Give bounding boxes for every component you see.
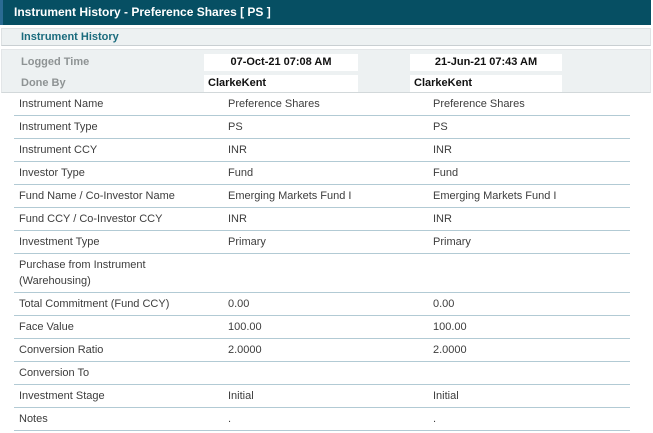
row-value-1: 0.00 (228, 298, 250, 310)
table-row: Notes . . (14, 408, 630, 431)
row-label: Conversion To (19, 367, 90, 379)
history-header-panel: Logged Time 07-Oct-21 07:08 AM 21-Jun-21… (1, 49, 651, 93)
row-label: Conversion Ratio (19, 344, 104, 356)
row-value-2: INR (433, 213, 452, 225)
done-by-row: Done By ClarkeKent ClarkeKent (2, 73, 650, 94)
row-value-2: Fund (433, 167, 459, 179)
row-label: Instrument CCY (19, 144, 98, 156)
table-row: Purchase from Instrument (Warehousing) (14, 254, 630, 293)
row-value-1: 100.00 (228, 321, 262, 333)
row-label: Investor Type (19, 167, 85, 179)
section-header: Instrument History (1, 28, 651, 46)
history-table: Instrument Name Preference Shares Prefer… (14, 93, 630, 431)
table-row: Instrument CCY INR INR (14, 139, 630, 162)
row-value-2: 2.0000 (433, 344, 467, 356)
table-row: Instrument Type PS PS (14, 116, 630, 139)
row-value-2: Preference Shares (433, 98, 525, 110)
row-value-2: . (433, 413, 437, 425)
done-by-label: Done By (21, 77, 66, 89)
row-value-1: Fund (228, 167, 254, 179)
row-label: Notes (19, 413, 48, 425)
row-value-2: 0.00 (433, 298, 455, 310)
table-row: Investor Type Fund Fund (14, 162, 630, 185)
row-value-1 (228, 362, 433, 384)
table-row: Instrument Name Preference Shares Prefer… (14, 93, 630, 116)
row-label: Investment Type (19, 236, 100, 248)
table-row: Fund CCY / Co-Investor CCY INR INR (14, 208, 630, 231)
row-label: Face Value (19, 321, 74, 333)
row-value-2: PS (433, 121, 448, 133)
row-value-1: Primary (228, 236, 266, 248)
row-label: Instrument Name (19, 98, 104, 110)
row-value-1: Emerging Markets Fund I (228, 190, 352, 202)
logged-time-value-2[interactable]: 21-Jun-21 07:43 AM (410, 54, 562, 71)
row-value-2: Initial (433, 390, 459, 402)
row-value-2: 100.00 (433, 321, 467, 333)
row-value-1: INR (228, 213, 247, 225)
done-by-value-2[interactable]: ClarkeKent (410, 75, 562, 92)
logged-time-row: Logged Time 07-Oct-21 07:08 AM 21-Jun-21… (2, 52, 650, 73)
row-value-2: Primary (433, 236, 471, 248)
row-label: Investment Stage (19, 390, 105, 402)
row-value-1: Initial (228, 390, 254, 402)
row-value-2 (433, 362, 630, 384)
row-label: Fund CCY / Co-Investor CCY (19, 213, 163, 225)
row-label: Purchase from Instrument (Warehousing) (19, 259, 146, 287)
table-row: Conversion Ratio 2.0000 2.0000 (14, 339, 630, 362)
logged-time-value-1[interactable]: 07-Oct-21 07:08 AM (204, 54, 358, 71)
table-row: Investment Type Primary Primary (14, 231, 630, 254)
row-value-1: PS (228, 121, 243, 133)
table-row: Fund Name / Co-Investor Name Emerging Ma… (14, 185, 630, 208)
row-label: Instrument Type (19, 121, 98, 133)
row-value-2 (433, 262, 630, 284)
done-by-value-1[interactable]: ClarkeKent (204, 75, 358, 92)
logged-time-label: Logged Time (21, 56, 90, 68)
row-value-2: INR (433, 144, 452, 156)
row-value-1: Preference Shares (228, 98, 320, 110)
row-value-1 (228, 262, 433, 284)
table-row: Conversion To (14, 362, 630, 385)
table-row: Investment Stage Initial Initial (14, 385, 630, 408)
row-label: Total Commitment (Fund CCY) (19, 298, 170, 310)
row-value-1: . (228, 413, 232, 425)
window-title: Instrument History - Preference Shares [… (14, 5, 271, 19)
window-titlebar[interactable]: Instrument History - Preference Shares [… (0, 0, 651, 25)
section-title: Instrument History (21, 31, 119, 43)
table-row: Face Value 100.00 100.00 (14, 316, 630, 339)
row-value-1: 2.0000 (228, 344, 262, 356)
table-row: Total Commitment (Fund CCY) 0.00 0.00 (14, 293, 630, 316)
row-label: Fund Name / Co-Investor Name (19, 190, 175, 202)
row-value-2: Emerging Markets Fund I (433, 190, 557, 202)
row-value-1: INR (228, 144, 247, 156)
